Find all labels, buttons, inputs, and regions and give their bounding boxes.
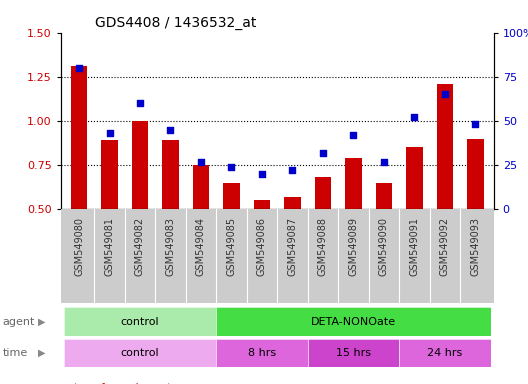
- Bar: [101, 141, 118, 209]
- Point: [227, 164, 235, 170]
- Text: GSM549088: GSM549088: [318, 217, 328, 276]
- Text: GSM549081: GSM549081: [105, 217, 115, 276]
- Text: GSM549086: GSM549086: [257, 217, 267, 276]
- Text: GDS4408 / 1436532_at: GDS4408 / 1436532_at: [96, 16, 257, 30]
- Bar: [345, 158, 362, 209]
- Point: [136, 100, 144, 106]
- Bar: [131, 121, 148, 209]
- Point: [105, 130, 114, 136]
- Point: [441, 91, 449, 98]
- Bar: [71, 66, 88, 209]
- Text: GSM549080: GSM549080: [74, 217, 84, 276]
- Text: GSM549082: GSM549082: [135, 217, 145, 276]
- Point: [349, 132, 357, 138]
- Point: [471, 121, 479, 127]
- Text: GSM549089: GSM549089: [348, 217, 359, 276]
- Text: control: control: [121, 316, 159, 327]
- Point: [166, 127, 175, 133]
- Text: GSM549090: GSM549090: [379, 217, 389, 276]
- Bar: [162, 141, 179, 209]
- Text: 8 hrs: 8 hrs: [248, 348, 276, 358]
- Text: GSM549085: GSM549085: [227, 217, 237, 276]
- Point: [75, 65, 83, 71]
- Bar: [284, 197, 301, 209]
- Text: DETA-NONOate: DETA-NONOate: [311, 316, 396, 327]
- Text: GSM549092: GSM549092: [440, 217, 450, 276]
- Point: [319, 150, 327, 156]
- Text: time: time: [3, 348, 28, 358]
- Point: [258, 171, 266, 177]
- Text: control: control: [121, 348, 159, 358]
- Point: [380, 159, 388, 165]
- Bar: [223, 183, 240, 209]
- Point: [197, 159, 205, 165]
- Bar: [193, 165, 210, 209]
- Text: GSM549087: GSM549087: [287, 217, 297, 276]
- Point: [410, 114, 419, 121]
- Text: GSM549093: GSM549093: [470, 217, 480, 276]
- Bar: [253, 200, 270, 209]
- Bar: [406, 147, 423, 209]
- Text: GSM549091: GSM549091: [409, 217, 419, 276]
- Bar: [315, 177, 332, 209]
- Text: ▶: ▶: [38, 348, 45, 358]
- Point: [288, 167, 297, 174]
- Text: agent: agent: [3, 316, 35, 327]
- Text: ▶: ▶: [38, 316, 45, 327]
- Text: 15 hrs: 15 hrs: [336, 348, 371, 358]
- Text: ■ transformed count: ■ transformed count: [61, 383, 171, 384]
- Bar: [467, 139, 484, 209]
- Text: GSM549084: GSM549084: [196, 217, 206, 276]
- Text: GSM549083: GSM549083: [165, 217, 175, 276]
- Bar: [437, 84, 453, 209]
- Bar: [375, 183, 392, 209]
- Text: 24 hrs: 24 hrs: [427, 348, 463, 358]
